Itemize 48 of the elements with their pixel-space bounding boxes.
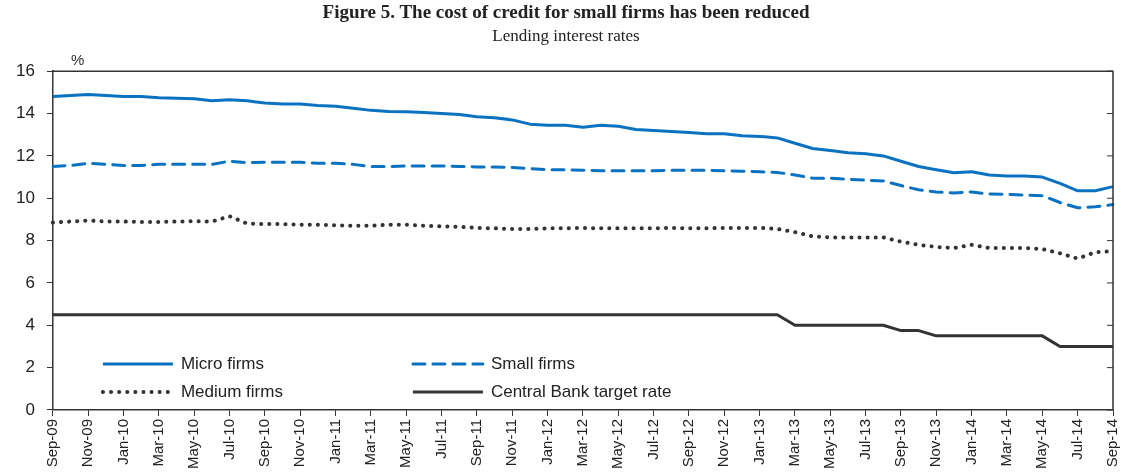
y-tick-label: 16 xyxy=(15,60,35,80)
x-tick-label: Nov-10 xyxy=(290,418,308,468)
x-tick-label: Jan-10 xyxy=(113,418,131,465)
y-tick-label: 10 xyxy=(15,187,35,207)
x-tick-label: Nov-12 xyxy=(714,418,732,468)
legend-label: Micro firms xyxy=(180,353,265,373)
x-tick-label: Jul-14 xyxy=(1067,418,1085,460)
x-tick-label: Jan-12 xyxy=(537,418,555,465)
x-tick-label: Sep-10 xyxy=(255,418,273,468)
x-tick-label: Mar-10 xyxy=(149,418,167,467)
y-tick-label: 6 xyxy=(25,272,35,292)
x-tick-label: Jul-12 xyxy=(643,418,661,460)
y-tick-label: 14 xyxy=(15,103,35,123)
x-tick-label: Sep-11 xyxy=(467,418,485,467)
y-tick-label: 12 xyxy=(15,145,35,165)
y-tick-label: 0 xyxy=(25,399,35,419)
x-tick-label: May-14 xyxy=(1032,418,1050,470)
x-tick-label: Sep-09 xyxy=(43,418,61,468)
y-tick-label: 2 xyxy=(25,357,35,377)
x-tick-label: May-10 xyxy=(184,418,202,470)
y-axis-title: % xyxy=(70,50,85,68)
legend-label: Central Bank target rate xyxy=(490,381,672,401)
x-tick-label: May-13 xyxy=(820,418,838,470)
x-tick-label: Jan-13 xyxy=(749,418,767,465)
legend-label: Small firms xyxy=(490,353,575,373)
x-tick-label: Jul-11 xyxy=(431,418,449,459)
x-tick-label: Sep-13 xyxy=(891,418,909,468)
y-tick-label: 4 xyxy=(25,314,35,334)
x-tick-label: Mar-13 xyxy=(785,418,803,467)
x-tick-label: May-12 xyxy=(608,418,626,470)
line-series xyxy=(51,159,1115,210)
x-tick-label: Nov-11 xyxy=(502,418,520,467)
chart-subtitle: Lending interest rates xyxy=(492,26,640,46)
x-tick-label: Jul-13 xyxy=(855,418,873,460)
x-tick-label: Jul-10 xyxy=(219,418,237,460)
y-tick-label: 8 xyxy=(25,230,35,250)
x-tick-label: Jan-14 xyxy=(961,418,979,465)
x-tick-label: Sep-14 xyxy=(1103,418,1121,468)
chart-title: Figure 5. The cost of credit for small firms has been reduced xyxy=(322,1,810,23)
x-tick-label: May-11 xyxy=(396,418,414,468)
x-tick-label: Jan-11 xyxy=(325,418,343,464)
x-tick-label: Nov-13 xyxy=(926,418,944,468)
x-tick-label: Mar-12 xyxy=(573,418,591,467)
x-tick-label: Mar-14 xyxy=(997,418,1015,467)
legend-label: Medium firms xyxy=(180,381,283,401)
x-tick-label: Nov-09 xyxy=(78,418,96,468)
x-tick-label: Sep-12 xyxy=(679,418,697,468)
x-tick-label: Mar-11 xyxy=(361,418,379,466)
